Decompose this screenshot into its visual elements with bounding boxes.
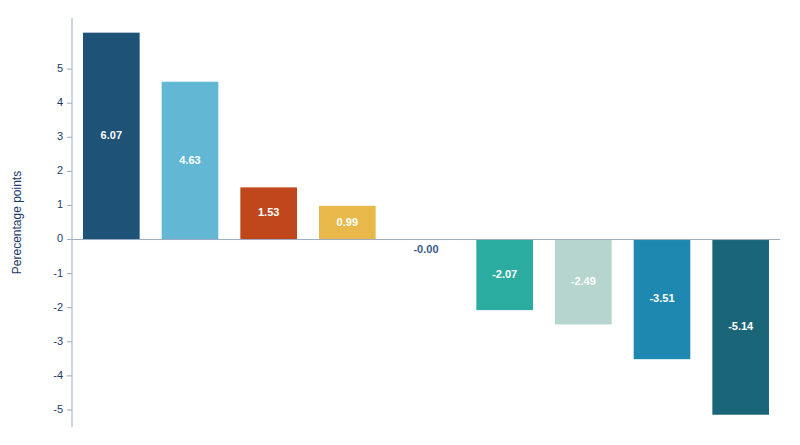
y-tick-label: 4 — [57, 96, 63, 108]
data-label: 6.07 — [101, 129, 122, 141]
bar — [712, 240, 769, 415]
y-tick — [67, 273, 72, 274]
y-tick-label: -3 — [53, 335, 63, 347]
data-label: -2.49 — [571, 275, 596, 287]
data-label: 1.53 — [258, 206, 279, 218]
data-label: -3.51 — [649, 292, 674, 304]
y-tick — [67, 307, 72, 308]
bar — [240, 187, 297, 239]
y-tick — [67, 171, 72, 172]
data-label: -5.14 — [728, 320, 754, 332]
data-label: 4.63 — [179, 154, 200, 166]
y-tick-label: 3 — [57, 130, 63, 142]
zero-line — [72, 239, 780, 240]
bar — [555, 240, 612, 325]
y-ticks: -5 -4 -3 -2 -1 0 1 2 3 4 5 — [53, 62, 72, 415]
y-tick — [67, 375, 72, 376]
y-tick-label: 1 — [57, 198, 63, 210]
bar — [476, 240, 533, 311]
y-tick — [67, 341, 72, 342]
y-tick-label: -2 — [53, 301, 63, 313]
bar — [83, 33, 140, 240]
y-axis-line — [72, 18, 73, 427]
y-tick — [67, 137, 72, 138]
y-tick — [67, 69, 72, 70]
y-tick-label: -4 — [53, 369, 63, 381]
y-tick — [67, 409, 72, 410]
y-tick-label: -5 — [53, 403, 63, 415]
y-tick — [67, 239, 72, 240]
y-tick-label: 5 — [57, 62, 63, 74]
y-axis-label: Perecentage points — [10, 171, 24, 274]
data-label: -0.00 — [413, 243, 438, 255]
y-tick-label: 2 — [57, 164, 63, 176]
bars — [83, 33, 769, 415]
y-tick-label: 0 — [57, 232, 63, 244]
y-tick — [67, 103, 72, 104]
y-tick — [67, 205, 72, 206]
bar — [634, 240, 691, 360]
data-labels: 6.07 4.63 1.53 0.99 -0.00 -2.07 -2.49 -3.51 -5.1… — [101, 129, 754, 332]
bar — [162, 82, 219, 240]
data-label: 0.99 — [337, 216, 358, 228]
chart: -5 -4 -3 -2 -1 0 1 2 3 4 5 Perecentage points 6.07 4.… — [0, 0, 800, 445]
data-label: -2.07 — [492, 268, 517, 280]
bar — [319, 206, 376, 240]
y-tick-label: -1 — [53, 267, 63, 279]
